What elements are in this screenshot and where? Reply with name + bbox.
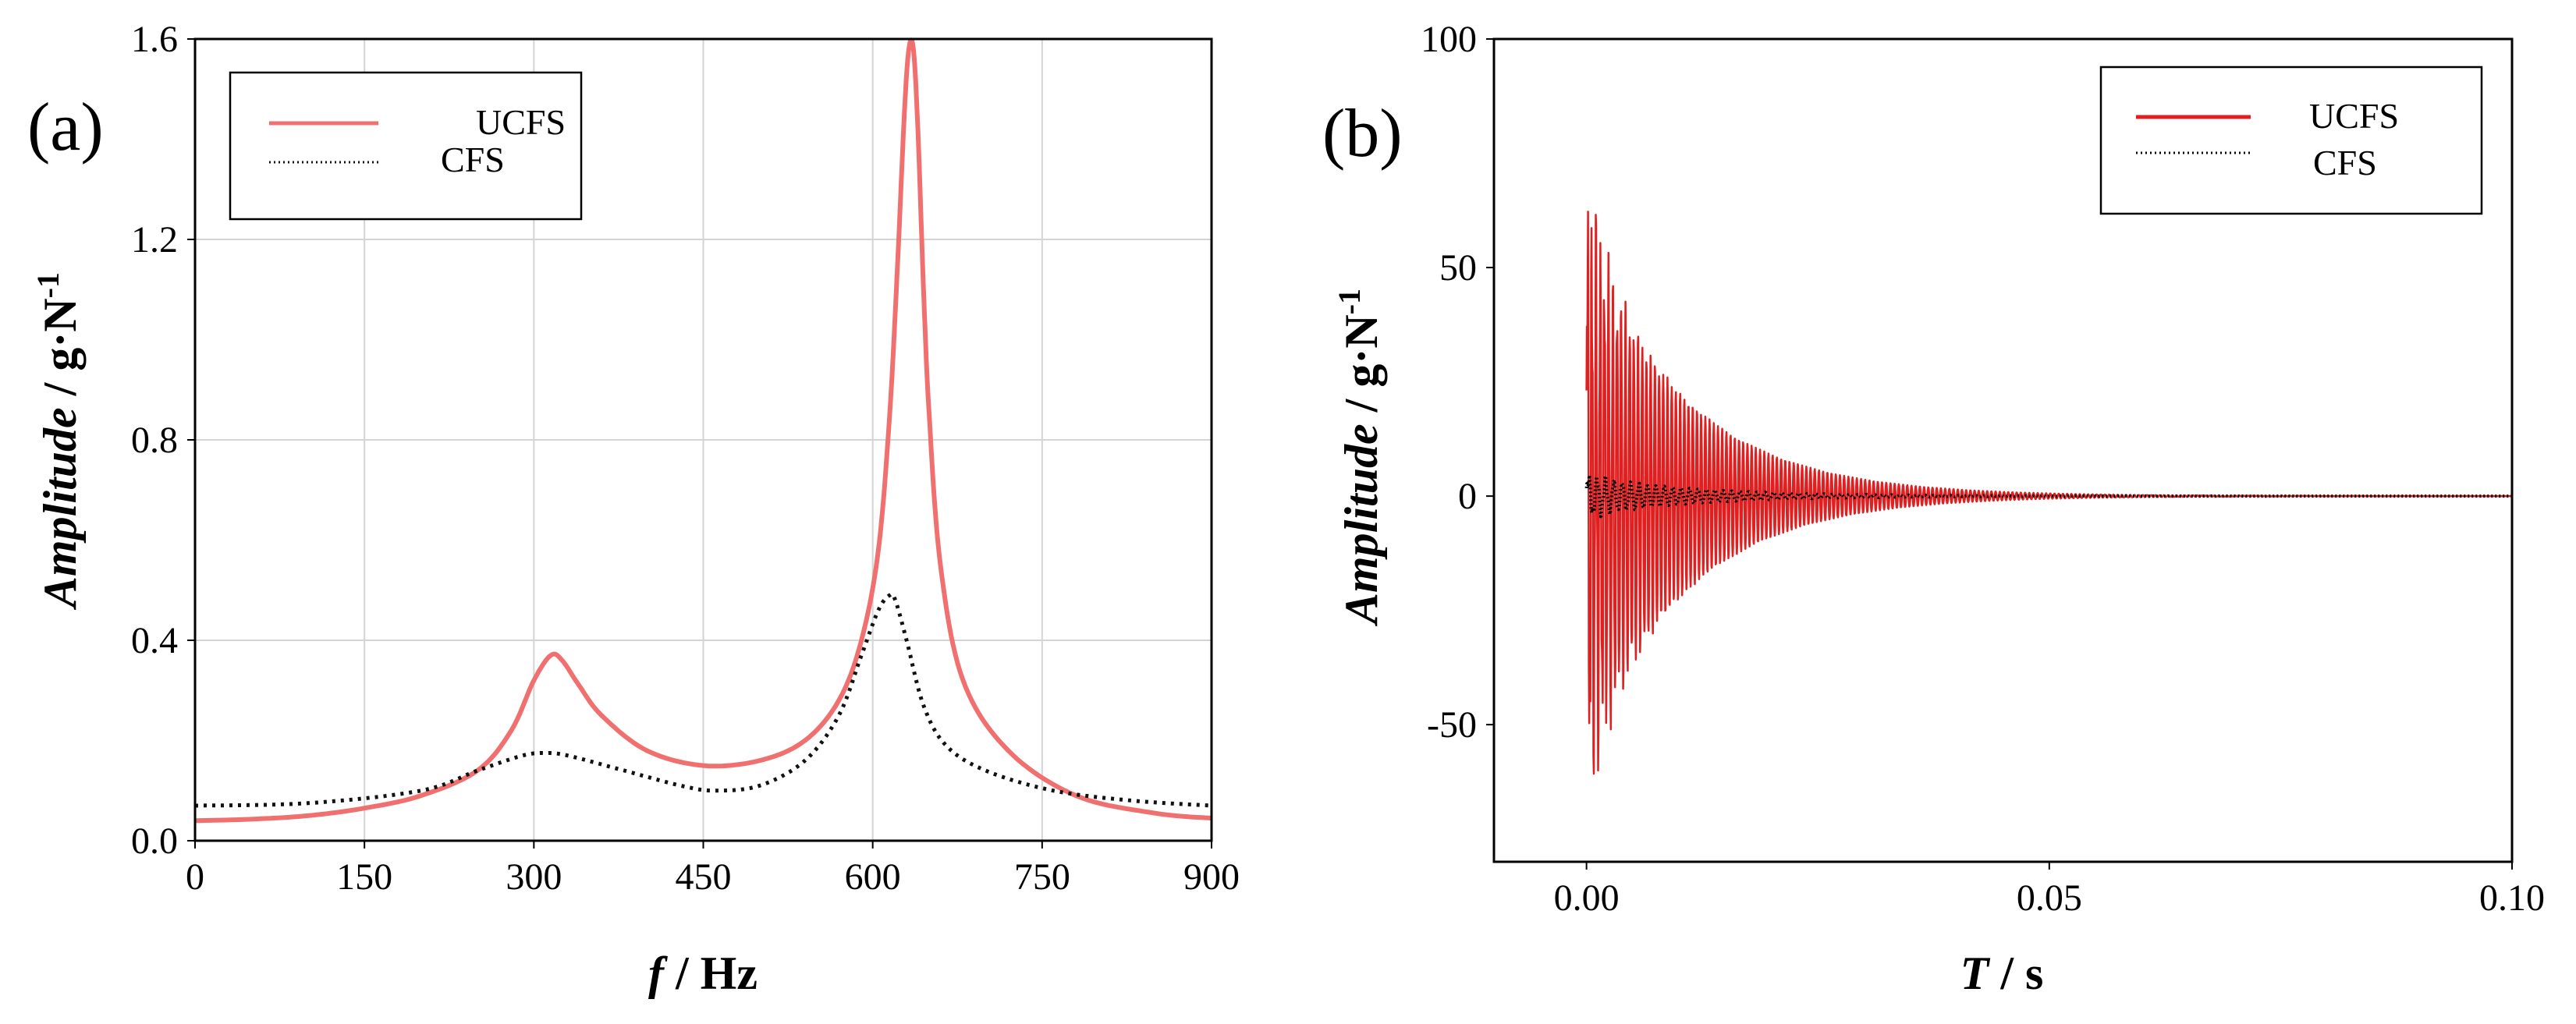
panel-a-x-tick-label-3: 450 [676, 856, 732, 898]
panel-a-legend-label-cfs: CFS [441, 140, 505, 179]
panel-a-x-tick-label-4: 600 [845, 856, 901, 898]
panel-b-y-tick-label-3: 100 [1421, 19, 1477, 60]
panel-a-x-tick-label-1: 150 [336, 856, 392, 898]
panel-b-y-tick-label-0: -50 [1427, 704, 1477, 746]
panel-b-legend-label-ucfs: UCFS [2309, 96, 2399, 136]
panel-b-legend-box [2099, 66, 2483, 215]
panel-a-x-axis-title: f / Hz [648, 948, 758, 999]
panel-a-series [194, 37, 1212, 824]
panel-b-x-tick-label-0: 0.00 [1554, 877, 1620, 919]
panel-a-series-ucfs [194, 37, 1212, 824]
panel-a-x-tick-label-2: 300 [506, 856, 562, 898]
panel-a-ticks: 0 150 300 450 600 750 900 0.0 0.4 0.8 1.2 1.6 [131, 19, 1240, 898]
panel-a-frequency-response: 0 150 300 450 600 750 900 0.0 0.4 0.8 1.2 1.6 (a) f… [27, 19, 1240, 999]
panel-a-series-cfs [194, 592, 1212, 808]
panel-a-y-tick-label-1: 0.4 [131, 620, 178, 661]
panel-b-plot-frame [1492, 37, 2514, 863]
panel-b-series-ucfs [1585, 211, 2513, 775]
panel-b-y-tick-label-1: 0 [1458, 476, 1477, 517]
panel-a-y-tick-label-4: 1.6 [131, 19, 178, 60]
panel-a-x-tick-label-5: 750 [1014, 856, 1070, 898]
panel-b-x-tick-label-2: 0.10 [2479, 877, 2545, 919]
panel-b-label: (b) [1322, 96, 1403, 172]
panel-a-legend-box [229, 71, 583, 221]
panel-a-legend: UCFS CFS [229, 71, 583, 221]
panel-a-x-tick-label-6: 900 [1183, 856, 1240, 898]
panel-b-y-axis-title: Amplitude / g·N-1 [1332, 289, 1387, 627]
panel-b-series [1584, 211, 2514, 775]
panel-b-time-response: 0.00 0.05 0.10 -50 0 50 100 (b) T / s Amplitud… [1322, 19, 2545, 999]
panel-b-y-tick-label-2: 50 [1439, 247, 1477, 289]
panel-b-legend-label-cfs: CFS [2313, 143, 2377, 182]
panel-a-x-tick-label-0: 0 [186, 856, 204, 898]
panel-a-legend-label-ucfs: UCFS [476, 102, 566, 142]
panel-b-ticks: 0.00 0.05 0.10 -50 0 50 100 [1421, 19, 2545, 919]
panel-a-y-tick-label-3: 1.2 [131, 219, 178, 260]
panel-b-x-axis-title: T / s [1960, 948, 2044, 999]
panel-b-x-tick-label-1: 0.05 [2017, 877, 2082, 919]
panel-a-y-tick-label-2: 0.8 [131, 420, 178, 461]
panel-a-y-tick-label-0: 0.0 [131, 820, 178, 862]
panel-a-y-axis-title: Amplitude / g·N-1 [30, 272, 86, 611]
panel-b-legend: UCFS CFS [2099, 66, 2483, 215]
panel-a-label: (a) [27, 90, 104, 165]
panel-b-series-cfs [1584, 473, 2514, 519]
